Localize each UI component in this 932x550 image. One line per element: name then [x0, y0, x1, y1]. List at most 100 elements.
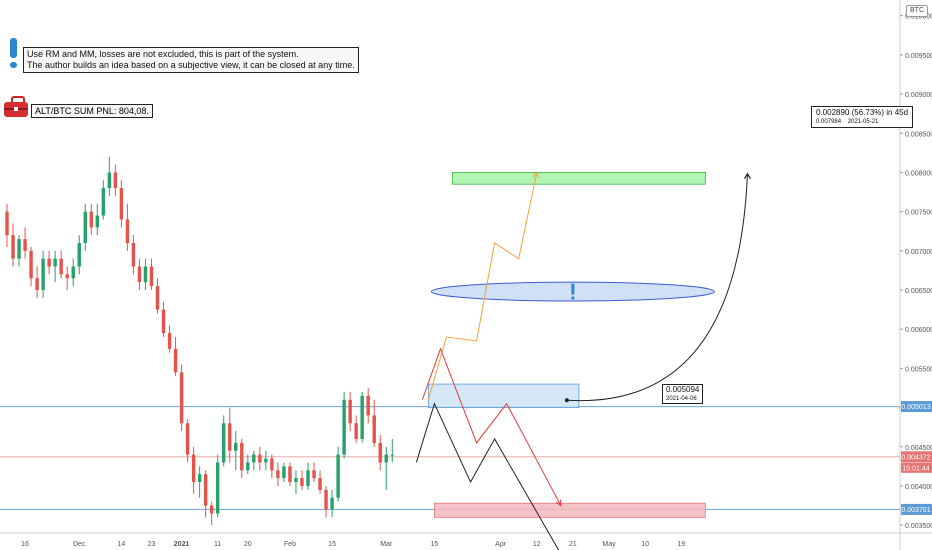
candle-body: [203, 474, 208, 506]
y-tick-label: 0.009000: [905, 92, 932, 99]
candle-body: [222, 423, 226, 463]
projection-curve: [566, 173, 748, 402]
candle-body: [197, 474, 202, 483]
projection-arrowhead: [743, 172, 751, 180]
projection-start-date: 2021-04-06: [666, 396, 697, 402]
candle-body: [288, 466, 292, 483]
x-tick-label: Mar: [380, 541, 393, 548]
candle-body: [185, 423, 190, 455]
y-tick-label: 0.006500: [905, 288, 932, 295]
y-tick-label: 0.004500: [905, 445, 932, 452]
y-tick-label: 0.007000: [905, 249, 932, 256]
candle-body: [173, 348, 178, 373]
candle-body: [161, 309, 166, 334]
candle-body: [41, 258, 45, 291]
countdown-tag-label: 15:01:44: [902, 465, 929, 472]
briefcase-icon: [4, 96, 28, 118]
projection-target-value: 0.007984: [816, 119, 842, 125]
disclaimer-line-1: Use RM and MM, losses are not excluded, …: [27, 49, 299, 59]
candle-body: [149, 266, 154, 287]
candle-body: [179, 372, 184, 424]
candle-body: [11, 235, 15, 259]
candle-body: [71, 266, 75, 279]
x-tick-label: 16: [21, 541, 29, 548]
candle-body: [306, 470, 310, 486]
price-line-tag: [901, 451, 932, 463]
candle-body: [276, 470, 280, 479]
x-tick-label: 12: [533, 541, 541, 548]
candle-body: [155, 286, 160, 310]
candle-body: [240, 442, 244, 471]
countdown-tag: [901, 462, 932, 473]
candle-body: [137, 266, 142, 283]
candle-body: [390, 454, 394, 456]
y-tick-label: 0.005500: [905, 366, 932, 373]
x-tick-label: 14: [117, 541, 125, 548]
candle-body: [59, 258, 63, 275]
forecast-arrowhead: [532, 171, 539, 179]
x-tick-label: Feb: [284, 541, 296, 548]
candle-body: [354, 423, 358, 439]
candle-body: [324, 489, 328, 510]
forecast-path: [427, 172, 538, 400]
price-line-tag-label: 0.005013: [901, 404, 930, 411]
forecast-path: [421, 347, 562, 506]
y-tick-label: 0.006000: [905, 327, 932, 334]
candle-body: [216, 462, 220, 514]
candle-body: [270, 458, 274, 471]
y-tick-label: 0.003500: [905, 523, 932, 530]
candle-body: [378, 442, 382, 463]
candle-body: [366, 395, 370, 416]
y-tick-label: 0.009500: [905, 53, 932, 60]
disclaimer-line-2: The author builds an idea based on a sub…: [27, 60, 355, 70]
candle-body: [342, 399, 346, 455]
candle-body: [131, 242, 136, 267]
candle-body: [234, 442, 238, 451]
y-tick-label: 0.004000: [905, 484, 932, 491]
candle-body: [95, 215, 99, 228]
projection-callout: 0.002890 (56.73%) in 45d 0.007984 2021-0…: [811, 106, 914, 128]
candle-body: [35, 278, 39, 291]
candle-body: [53, 258, 57, 267]
x-tick-label: Dec: [73, 541, 86, 548]
candle-body: [119, 188, 124, 220]
price-line-tag-label: 0.003701: [901, 507, 930, 514]
x-tick-label: Apr: [495, 541, 507, 548]
ellipse-exclamation-bar: [571, 283, 575, 295]
candle-body: [300, 478, 304, 486]
projection-start-dot: [564, 398, 569, 403]
disclaimer-note: Use RM and MM, losses are not excluded, …: [23, 47, 359, 73]
x-tick-label: 21: [569, 541, 577, 548]
price-line-tag: [901, 401, 932, 413]
target-zone: [427, 383, 580, 408]
candle-body: [282, 466, 286, 479]
candle-body: [294, 478, 298, 483]
candle-body: [209, 505, 214, 514]
currency-badge[interactable]: BTC: [906, 5, 928, 17]
y-tick-label: 0.008500: [905, 131, 932, 138]
candle-body: [264, 458, 268, 463]
candle-body: [258, 454, 262, 463]
x-tick-label: 23: [148, 541, 156, 548]
candle-body: [330, 497, 334, 510]
y-tick-label: 0.008000: [905, 170, 932, 177]
candle-body: [191, 454, 196, 483]
candle-body: [5, 211, 9, 236]
forecast-arrowhead: [555, 499, 562, 507]
forecast-path: [415, 402, 560, 550]
projection-target-date: 2021-05-21: [847, 119, 879, 125]
candle-body: [65, 274, 69, 279]
target-zone: [434, 502, 706, 518]
x-tick-label: 10: [641, 541, 649, 548]
price-line-tag-label: 0.004372: [901, 454, 930, 461]
pnl-label: ALT/BTC SUM PNL: 804,08.: [31, 104, 153, 118]
candle-body: [246, 462, 250, 471]
candle-body: [348, 399, 352, 424]
candle-body: [17, 239, 21, 259]
candle-body: [143, 266, 148, 283]
candle-body: [47, 258, 51, 267]
candle-body: [23, 239, 27, 251]
candle-body: [113, 172, 118, 189]
